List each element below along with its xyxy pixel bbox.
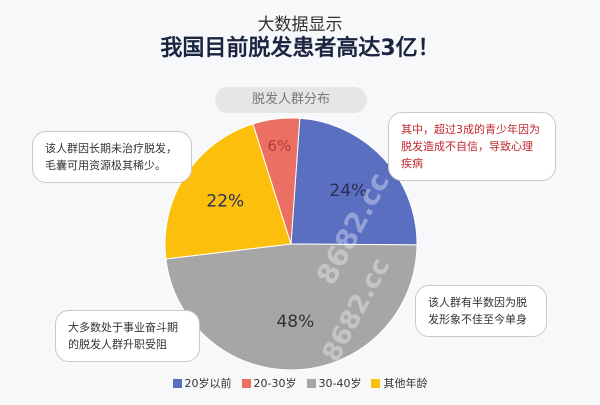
legend-item-3: 其他年龄 — [371, 375, 427, 391]
legend-label-2: 30-40岁 — [318, 377, 362, 390]
legend-label-1: 20-30岁 — [253, 377, 297, 390]
legend-item-1: 20-30岁 — [241, 375, 297, 391]
legend-item-0: 20岁以前 — [172, 375, 232, 391]
pie-label-2: 22% — [206, 192, 244, 212]
legend-swatch-2 — [306, 379, 316, 388]
pie-slice-1 — [165, 243, 418, 371]
pie-slice-0 — [290, 117, 418, 246]
pie-label-3: 6% — [267, 137, 291, 155]
legend-label-0: 20岁以前 — [184, 377, 232, 390]
callout-bottom-left: 大多数处于事业奋斗期的脱发人群升职受阻 — [55, 310, 200, 362]
callout-bottom-right: 该人群有半数因为脱发形象不佳至今单身 — [415, 285, 547, 337]
callout-top-left: 该人群因长期未治疗脱发，毛囊可用资源极其稀少。 — [32, 131, 192, 183]
callout-top-right: 其中，超过3成的青少年因为脱发造成不自信，导致心理疾病 — [388, 112, 556, 181]
legend-swatch-0 — [172, 379, 182, 388]
legend: 20岁以前 20-30岁 30-40岁 其他年龄 — [0, 375, 600, 391]
header-subtitle: 我国目前脱发患者高达3亿！ — [160, 36, 440, 61]
legend-item-2: 30-40岁 — [306, 375, 362, 391]
header-title: 大数据显示 — [257, 15, 343, 35]
pie-label-1: 48% — [276, 312, 314, 332]
legend-label-3: 其他年龄 — [383, 377, 428, 390]
pie-label-0: 24% — [329, 181, 367, 201]
pie-slice-3 — [252, 117, 301, 245]
legend-swatch-3 — [371, 379, 381, 388]
chart-title: 脱发人群分布 — [215, 87, 367, 113]
legend-swatch-1 — [241, 379, 251, 388]
